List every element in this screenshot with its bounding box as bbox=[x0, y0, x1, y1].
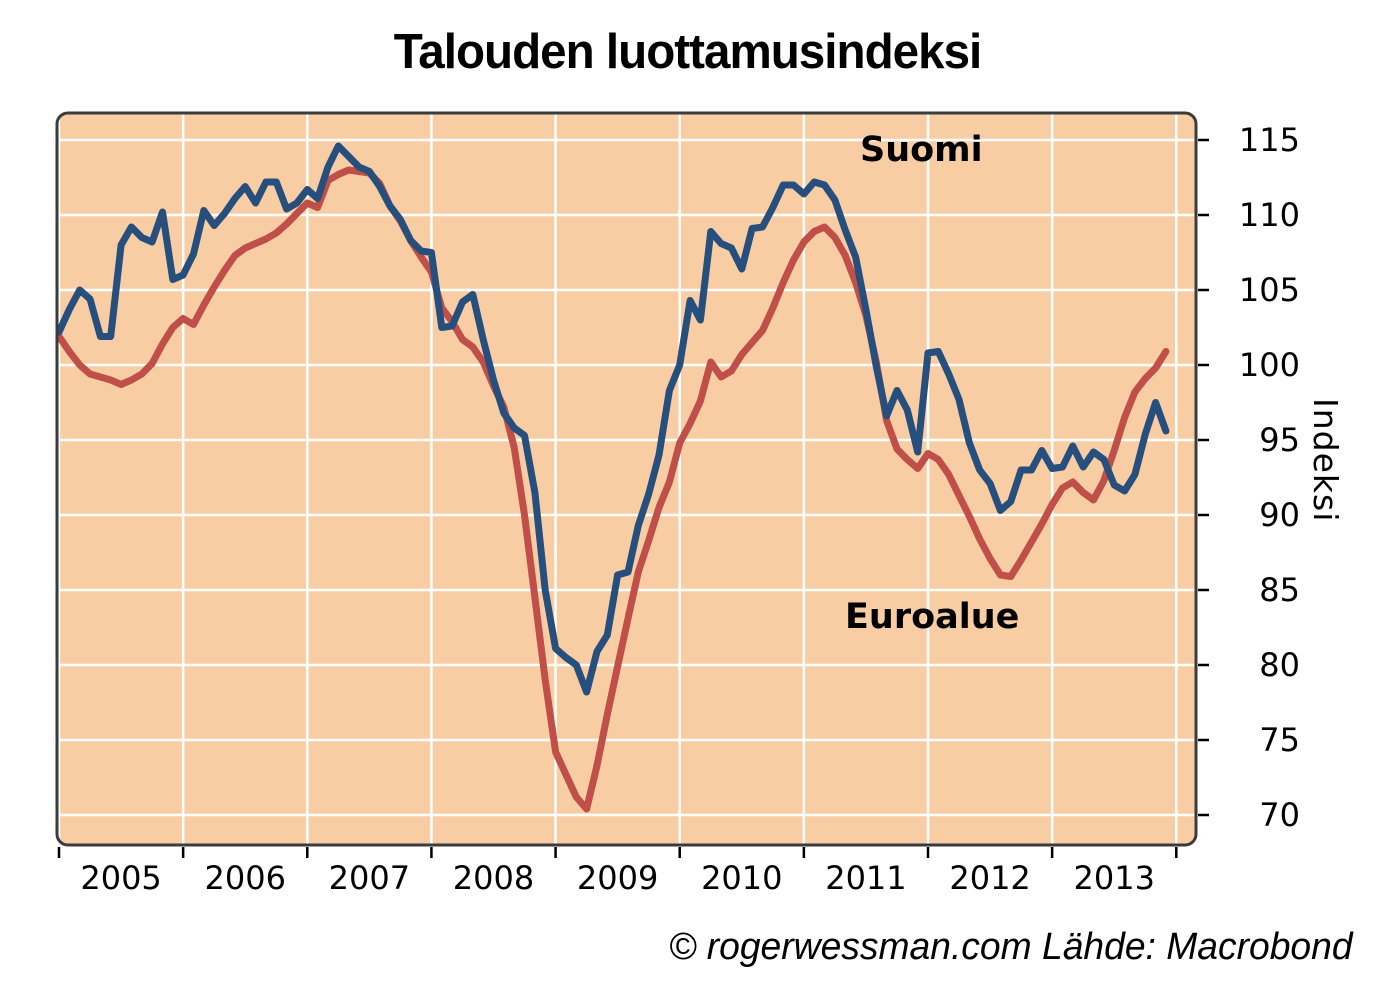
axis-ticks bbox=[57, 138, 1209, 858]
plot-frame bbox=[55, 111, 1198, 847]
y-tick-label-90: 90 bbox=[1259, 496, 1300, 534]
y-tick-label-110: 110 bbox=[1238, 196, 1300, 234]
x-tick-label-2007: 2007 bbox=[328, 859, 411, 897]
gridlines bbox=[58, 114, 1195, 844]
plot-background bbox=[57, 113, 1196, 845]
x-tick-label-2010: 2010 bbox=[701, 859, 783, 897]
series-label-suomi: Suomi bbox=[860, 130, 983, 170]
y-tick-label-115: 115 bbox=[1238, 121, 1300, 159]
x-tick-label-2011: 2011 bbox=[825, 859, 907, 897]
credit-line: © rogerwessman.com Lähde: Macrobond bbox=[669, 926, 1353, 968]
y-tick-label-85: 85 bbox=[1259, 571, 1300, 609]
x-tick-label-2012: 2012 bbox=[949, 859, 1031, 897]
x-tick-label-2009: 2009 bbox=[576, 859, 659, 897]
chart-title: Talouden luottamusindeksi bbox=[393, 25, 983, 79]
y-tick-label-95: 95 bbox=[1259, 421, 1300, 459]
x-tick-label-2008: 2008 bbox=[452, 859, 535, 897]
y-tick-label-105: 105 bbox=[1238, 271, 1300, 309]
y-tick-label-80: 80 bbox=[1259, 646, 1300, 684]
x-tick-label-2005: 2005 bbox=[80, 859, 162, 897]
series-label-euroalue: Euroalue bbox=[845, 597, 1020, 637]
y-tick-label-100: 100 bbox=[1238, 346, 1300, 384]
x-tick-label-2006: 2006 bbox=[204, 859, 286, 897]
y-tick-label-75: 75 bbox=[1259, 721, 1300, 759]
y-tick-label-70: 70 bbox=[1259, 796, 1300, 834]
x-tick-label-2013: 2013 bbox=[1073, 859, 1155, 897]
suomi-line bbox=[58, 142, 1170, 696]
y-axis-title: Indeksi bbox=[1306, 398, 1345, 523]
euroalue-line bbox=[58, 166, 1170, 813]
